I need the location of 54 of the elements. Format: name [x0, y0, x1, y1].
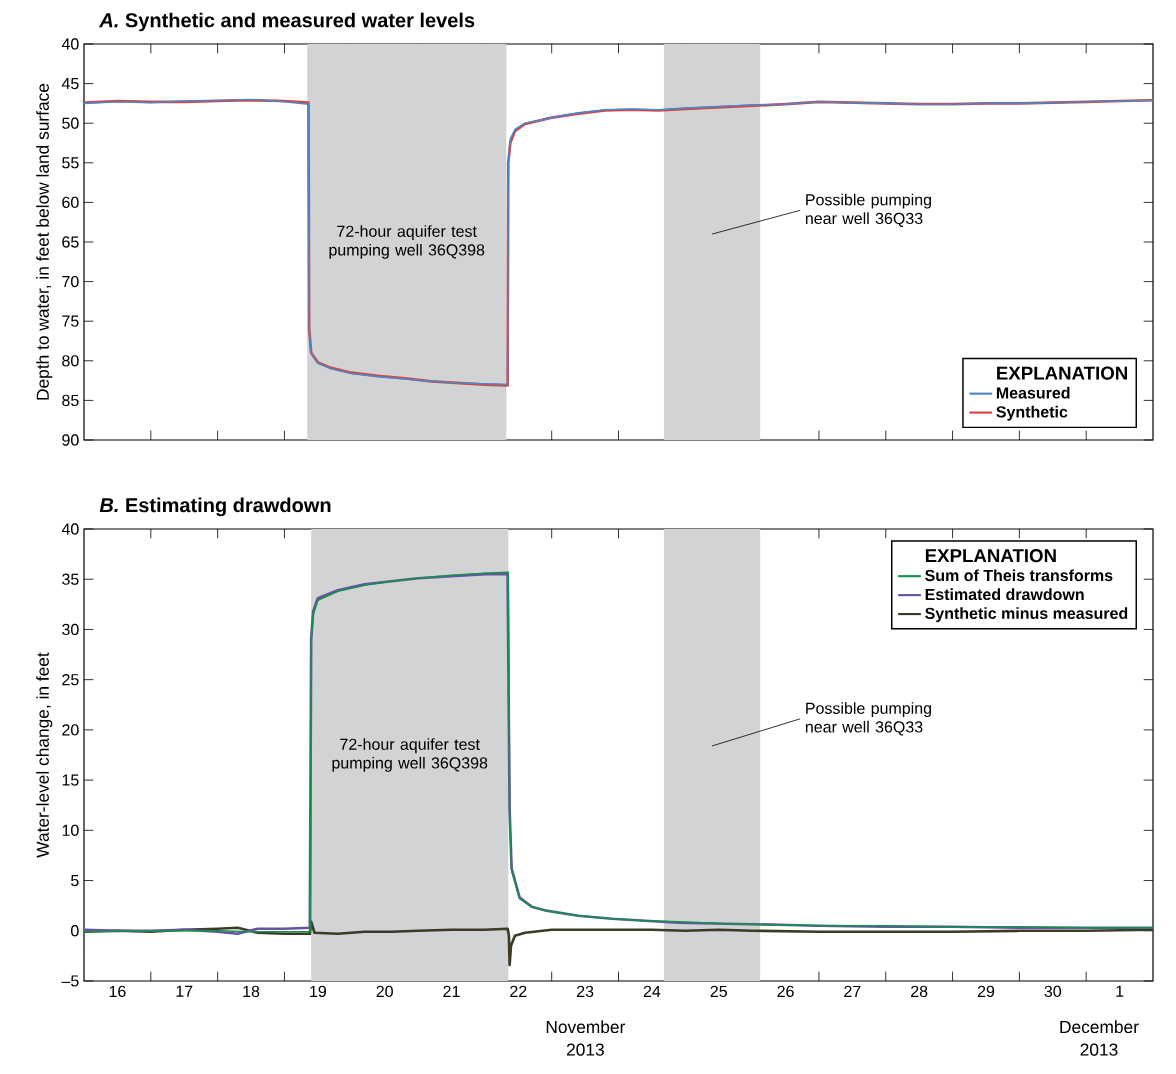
- text: December 2013: [1060, 1020, 1139, 1056]
- text: November 2013: [546, 1020, 626, 1056]
- y-tick-label: 50: [62, 117, 79, 129]
- y-axis-title: Depth to water, in feet below land surface: [36, 83, 53, 400]
- y-tick-label: 80: [62, 355, 79, 367]
- x-tick-label: 28: [911, 985, 928, 998]
- chart-title: B. Estimating drawdown: [99, 497, 331, 517]
- x-tick-label: 24: [643, 985, 661, 997]
- legend-title: EXPLANATION: [997, 366, 1128, 380]
- y-tick-label: 10: [62, 824, 79, 836]
- x-tick-label: 27: [844, 985, 861, 997]
- y-tick-label: 85: [62, 394, 79, 407]
- y-tick-label: 25: [62, 674, 79, 686]
- x-tick-label: 29: [977, 985, 995, 998]
- y-tick-label: 15: [62, 774, 79, 786]
- y-tick-label: 0: [71, 925, 79, 937]
- y-tick-label: 60: [62, 196, 79, 209]
- x-tick-label: 23: [577, 985, 594, 998]
- x-tick-label: 21: [443, 985, 460, 997]
- y-tick-label: 75: [62, 315, 79, 327]
- y-tick-label: 40: [61, 523, 79, 535]
- x-tick-label: 19: [310, 985, 326, 998]
- legend-label: Measured: [996, 386, 1070, 399]
- x-tick-label: 25: [710, 985, 727, 998]
- x-tick-label: 18: [243, 985, 260, 998]
- x-tick-label: 30: [1044, 985, 1062, 998]
- band-label: 72-hour aquifer test pumping well 36Q398: [329, 225, 485, 259]
- x-tick-label: 22: [510, 985, 527, 997]
- x-tick-label: 16: [109, 985, 126, 998]
- band-label: Possible pumping near well 36Q33: [805, 193, 931, 227]
- y-tick-label: 55: [62, 157, 79, 169]
- legend-label: Sum of Theis transforms: [925, 569, 1113, 582]
- legend-title: EXPLANATION: [925, 549, 1056, 563]
- band-label: Possible pumping near well 36Q33: [805, 702, 931, 736]
- x-tick-label: 26: [777, 985, 794, 998]
- legend-label: Estimated drawdown: [925, 588, 1084, 601]
- y-tick-label: 20: [62, 724, 79, 736]
- legend-label: Synthetic minus measured: [925, 607, 1128, 623]
- y-tick-label: 65: [62, 236, 79, 248]
- y-tick-label: 45: [61, 78, 79, 90]
- y-tick-label: 30: [62, 623, 79, 636]
- y-tick-label: 35: [62, 573, 79, 585]
- y-tick-label: 70: [62, 275, 79, 288]
- chart-title: A. Synthetic and measured water levels: [98, 12, 475, 32]
- x-tick-label: 17: [176, 985, 193, 997]
- y-axis-title: Water-level change, in feet: [36, 652, 53, 858]
- x-tick-label: 1: [1116, 985, 1124, 997]
- y-tick-label: 40: [61, 38, 79, 50]
- legend-label: Synthetic: [996, 405, 1068, 421]
- y-tick-label: 90: [62, 434, 79, 446]
- y-tick-label: –5: [61, 975, 79, 987]
- y-tick-label: 5: [71, 874, 79, 887]
- band-label: 72-hour aquifer test pumping well 36Q398: [332, 738, 488, 772]
- x-tick-label: 20: [376, 985, 393, 998]
